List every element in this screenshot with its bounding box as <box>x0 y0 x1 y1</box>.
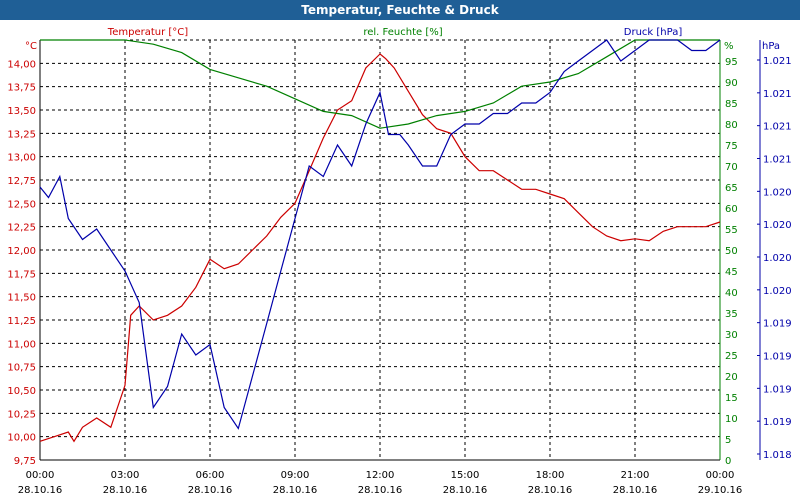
pressure-tick-label: 1.019 <box>763 384 792 395</box>
pressure-unit: hPa <box>762 41 780 52</box>
temperature-tick-label: 14,00 <box>7 59 36 70</box>
temperature-tick-label: 9,75 <box>14 456 36 467</box>
humidity-tick-label: 75 <box>725 141 738 152</box>
x-tick-date: 28.10.16 <box>273 485 318 496</box>
x-tick-time: 06:00 <box>196 470 225 481</box>
x-tick-time: 00:00 <box>706 470 735 481</box>
x-tick-date: 28.10.16 <box>188 485 233 496</box>
humidity-tick-label: 15 <box>725 393 738 404</box>
pressure-tick-label: 1.019 <box>763 417 792 428</box>
x-tick-time: 12:00 <box>366 470 395 481</box>
pressure-tick-label: 1.021 <box>763 155 792 166</box>
window-title: Temperatur, Feuchte & Druck <box>0 0 800 20</box>
pressure-tick-label: 1.021 <box>763 89 792 100</box>
x-tick-time: 03:00 <box>111 470 140 481</box>
temperature-tick-label: 10,25 <box>7 409 36 420</box>
pressure-tick-label: 1.020 <box>763 286 792 297</box>
x-tick-date: 28.10.16 <box>18 485 63 496</box>
pressure-tick-label: 1.019 <box>763 352 792 363</box>
humidity-tick-label: 90 <box>725 78 738 89</box>
temperature-tick-label: 13,25 <box>7 129 36 140</box>
pressure-tick-label: 1.018 <box>763 450 792 461</box>
temperature-tick-label: 11,25 <box>7 316 36 327</box>
temperature-tick-label: 12,00 <box>7 246 36 257</box>
humidity-tick-label: 95 <box>725 57 738 68</box>
temperature-tick-label: 12,25 <box>7 223 36 234</box>
temperature-tick-label: 11,75 <box>7 269 36 280</box>
pressure-tick-label: 1.021 <box>763 56 792 67</box>
temperature-unit: °C <box>25 41 37 52</box>
temperature-tick-label: 12,50 <box>7 199 36 210</box>
x-tick-date: 29.10.16 <box>698 485 743 496</box>
humidity-tick-label: 50 <box>725 246 738 257</box>
pressure-axis-label: Druck [hPa] <box>624 27 683 38</box>
humidity-axis-label: rel. Feuchte [%] <box>363 27 442 38</box>
humidity-tick-label: 70 <box>725 162 738 173</box>
humidity-tick-label: 65 <box>725 183 738 194</box>
pressure-tick-label: 1.020 <box>763 220 792 231</box>
temperature-tick-label: 13,75 <box>7 83 36 94</box>
x-tick-time: 00:00 <box>26 470 55 481</box>
humidity-tick-label: 40 <box>725 288 738 299</box>
humidity-tick-label: 45 <box>725 267 738 278</box>
humidity-tick-label: 55 <box>725 225 738 236</box>
series-line-temperature <box>39 53 721 443</box>
pressure-tick-label: 1.021 <box>763 122 792 133</box>
humidity-tick-label: 10 <box>725 414 738 425</box>
x-tick-date: 28.10.16 <box>443 485 488 496</box>
x-tick-time: 09:00 <box>281 470 310 481</box>
x-tick-time: 18:00 <box>536 470 565 481</box>
temperature-tick-label: 10,75 <box>7 363 36 374</box>
humidity-tick-label: 20 <box>725 372 738 383</box>
x-tick-date: 28.10.16 <box>528 485 573 496</box>
series-line-humidity <box>40 39 720 129</box>
series-line-pressure <box>39 39 721 430</box>
temperature-tick-label: 11,00 <box>7 339 36 350</box>
pressure-tick-label: 1.020 <box>763 187 792 198</box>
humidity-tick-label: 35 <box>725 309 738 320</box>
pressure-tick-label: 1.019 <box>763 319 792 330</box>
x-tick-date: 28.10.16 <box>358 485 403 496</box>
temperature-tick-label: 13,50 <box>7 106 36 117</box>
humidity-tick-label: 60 <box>725 204 738 215</box>
x-tick-time: 21:00 <box>621 470 650 481</box>
x-tick-date: 28.10.16 <box>613 485 658 496</box>
temperature-axis-label: Temperatur [°C] <box>107 27 188 38</box>
x-tick-date: 28.10.16 <box>103 485 148 496</box>
humidity-tick-label: 0 <box>725 456 731 467</box>
humidity-tick-label: 25 <box>725 351 738 362</box>
humidity-tick-label: 5 <box>725 435 731 446</box>
temperature-tick-label: 13,00 <box>7 153 36 164</box>
humidity-tick-label: 85 <box>725 99 738 110</box>
temperature-tick-label: 12,75 <box>7 176 36 187</box>
humidity-unit: % <box>724 41 734 52</box>
x-tick-time: 15:00 <box>451 470 480 481</box>
humidity-tick-label: 30 <box>725 330 738 341</box>
pressure-tick-label: 1.020 <box>763 253 792 264</box>
chart-background <box>0 20 800 500</box>
temperature-tick-label: 11,50 <box>7 293 36 304</box>
temperature-tick-label: 10,00 <box>7 433 36 444</box>
temperature-tick-label: 10,50 <box>7 386 36 397</box>
humidity-tick-label: 80 <box>725 120 738 131</box>
